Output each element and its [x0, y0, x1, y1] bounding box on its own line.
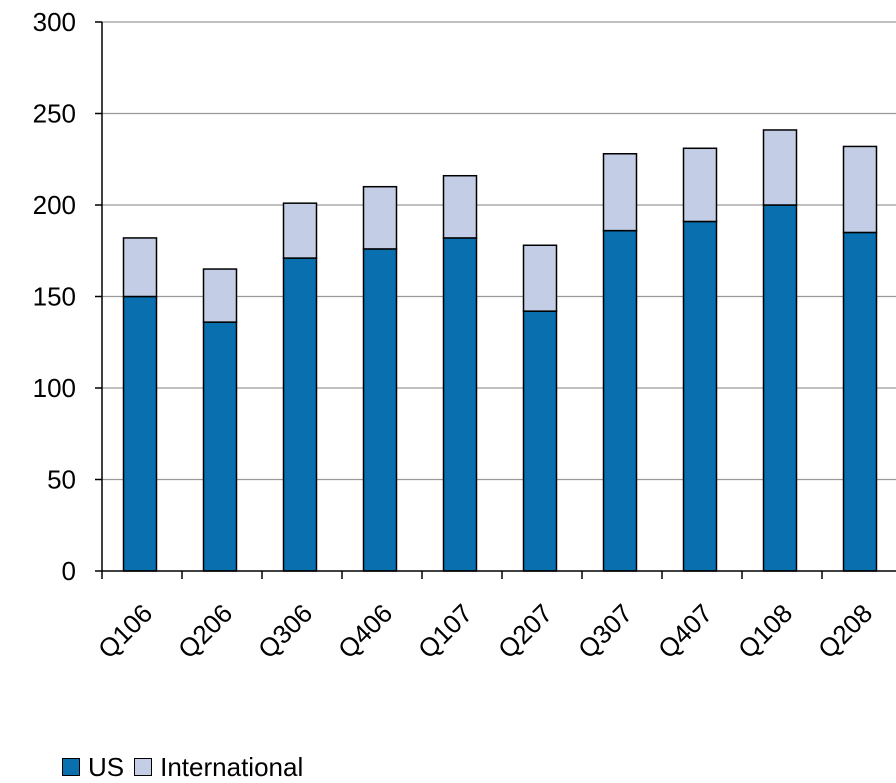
bar-international-q406 [362, 185, 398, 250]
bar-international-q206 [202, 268, 238, 323]
bar-us-q207 [522, 310, 558, 572]
bar-us-q206 [202, 321, 238, 572]
y-tick-label: 250 [33, 99, 76, 129]
bar-us-q307 [602, 229, 638, 572]
y-tick-label: 0 [62, 556, 76, 586]
x-tick-label: Q106 [92, 598, 158, 664]
y-tick-label: 100 [33, 373, 76, 403]
bar-us-q108 [762, 204, 798, 572]
legend-swatch-international [134, 758, 153, 776]
y-axis-ticks: 0 50 100 150 200 250 300 [33, 7, 102, 586]
bar-us-q406 [362, 248, 398, 572]
x-tick-label: Q407 [652, 598, 718, 664]
bar-us-q208 [842, 231, 878, 572]
bar-international-q107 [442, 174, 478, 239]
bar-international-q207 [522, 244, 558, 312]
legend-item-international: International [134, 752, 303, 783]
bars [122, 129, 878, 572]
legend-label-international: International [160, 751, 304, 782]
bar-international-q108 [762, 129, 798, 206]
legend: US International [62, 752, 303, 782]
x-axis-ticks: Q106 Q206 Q306 Q406 Q107 Q207 Q307 Q407 Q108 Q208 [92, 571, 878, 664]
bar-international-q307 [602, 153, 638, 232]
x-tick-label: Q306 [252, 598, 318, 664]
x-tick-label: Q406 [332, 598, 398, 664]
x-tick-label: Q307 [572, 598, 638, 664]
x-tick-label: Q206 [172, 598, 238, 664]
x-tick-label: Q208 [812, 598, 878, 664]
bar-us-q106 [122, 295, 158, 572]
legend-label-us: US [88, 751, 125, 782]
legend-item-us: US [62, 752, 124, 783]
y-tick-label: 150 [33, 282, 76, 312]
bar-international-q407 [682, 147, 718, 223]
y-tick-label: 200 [33, 190, 76, 220]
y-tick-label: 50 [47, 465, 76, 495]
x-tick-label: Q207 [492, 598, 558, 664]
y-tick-label: 300 [33, 7, 76, 37]
bar-us-q407 [682, 220, 718, 572]
bar-international-q106 [122, 237, 158, 298]
bar-international-q208 [842, 145, 878, 234]
bar-us-q107 [442, 237, 478, 572]
legend-swatch-us [62, 758, 80, 776]
x-tick-label: Q107 [412, 598, 478, 664]
bar-us-q306 [282, 257, 318, 572]
x-tick-label: Q108 [732, 598, 798, 664]
bar-international-q306 [282, 202, 318, 259]
